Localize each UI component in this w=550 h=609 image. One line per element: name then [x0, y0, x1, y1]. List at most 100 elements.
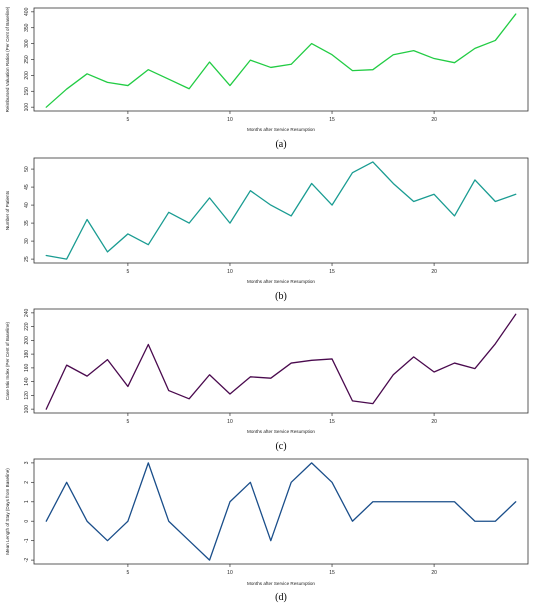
- panel-label-2: (b): [275, 291, 287, 302]
- data-point-3: [148, 344, 149, 345]
- data-point-4: [495, 521, 496, 522]
- data-point-1: [148, 69, 149, 70]
- series-line-3: [45, 313, 517, 410]
- data-point-1: [393, 54, 394, 55]
- data-point-4: [86, 521, 87, 522]
- data-point-4: [433, 501, 434, 502]
- data-point-2: [270, 204, 271, 205]
- data-point-1: [352, 70, 353, 71]
- data-point-4: [291, 482, 292, 483]
- data-point-2: [495, 201, 496, 202]
- data-point-3: [291, 362, 292, 363]
- data-point-4: [250, 482, 251, 483]
- y-tick-label-1: 350: [24, 23, 30, 32]
- x-tick-label-2: 20: [431, 269, 437, 275]
- y-tick-label-1: 250: [24, 55, 30, 64]
- data-point-4: [66, 482, 67, 483]
- data-point-4: [209, 560, 210, 561]
- x-tick-label-2: 15: [329, 269, 335, 275]
- data-point-2: [331, 204, 332, 205]
- y-tick-label-2: 25: [24, 256, 30, 262]
- data-point-4: [107, 540, 108, 541]
- panel-label-3: (c): [275, 441, 286, 452]
- data-point-4: [454, 501, 455, 502]
- y-tick-label-1: 400: [24, 7, 30, 16]
- data-point-4: [331, 482, 332, 483]
- data-point-1: [127, 85, 128, 86]
- data-point-3: [433, 371, 434, 372]
- data-point-1: [189, 88, 190, 89]
- data-point-3: [127, 386, 128, 387]
- data-point-2: [515, 194, 516, 195]
- data-point-3: [495, 343, 496, 344]
- y-tick-label-3: 140: [24, 377, 30, 386]
- data-point-4: [352, 521, 353, 522]
- y-tick-label-4: 1: [24, 500, 30, 503]
- data-point-4: [474, 521, 475, 522]
- data-point-4: [393, 501, 394, 502]
- data-point-3: [168, 390, 169, 391]
- panel-label-4: (d): [275, 592, 287, 603]
- x-tick-label-4: 15: [329, 570, 335, 576]
- x-tick-label-4: 10: [227, 570, 233, 576]
- x-tick-label-3: 20: [431, 419, 437, 425]
- data-point-1: [515, 13, 516, 14]
- data-point-2: [433, 194, 434, 195]
- data-point-4: [515, 501, 516, 502]
- data-point-2: [352, 172, 353, 173]
- y-tick-label-4: 3: [24, 461, 30, 464]
- x-tick-label-3: 15: [329, 419, 335, 425]
- x-tick-label-3: 5: [127, 419, 130, 425]
- data-point-1: [413, 50, 414, 51]
- data-point-2: [209, 197, 210, 198]
- data-point-1: [46, 107, 47, 108]
- plot-frame-3: [33, 308, 529, 414]
- data-point-3: [331, 358, 332, 359]
- data-point-3: [250, 376, 251, 377]
- y-tick-label-4: 2: [24, 481, 30, 484]
- series-line-1: [45, 13, 517, 108]
- data-point-3: [189, 398, 190, 399]
- panel-label-1: (a): [275, 139, 286, 150]
- plot-frame-1: [33, 7, 529, 112]
- series-line-2: [45, 161, 517, 260]
- data-point-3: [352, 400, 353, 401]
- data-point-1: [86, 73, 87, 74]
- data-point-3: [393, 374, 394, 375]
- y-tick-label-3: 120: [24, 391, 30, 400]
- data-point-3: [311, 360, 312, 361]
- data-point-2: [372, 161, 373, 162]
- data-point-4: [189, 540, 190, 541]
- data-point-4: [270, 540, 271, 541]
- x-axis-label-4: Months after Service Resumption: [247, 581, 315, 586]
- data-point-3: [454, 362, 455, 363]
- data-point-4: [168, 521, 169, 522]
- data-point-1: [495, 40, 496, 41]
- y-tick-label-2: 30: [24, 238, 30, 244]
- x-axis-label-1: Months after Service Resumption: [247, 127, 315, 132]
- y-tick-label-1: 150: [24, 87, 30, 96]
- data-point-1: [433, 58, 434, 59]
- y-tick-label-3: 100: [24, 405, 30, 414]
- data-point-2: [107, 251, 108, 252]
- data-point-3: [46, 409, 47, 410]
- x-tick-label-2: 5: [127, 269, 130, 275]
- data-point-2: [189, 223, 190, 224]
- data-point-3: [372, 403, 373, 404]
- data-point-1: [168, 79, 169, 80]
- x-tick-label-3: 10: [227, 419, 233, 425]
- y-tick-label-2: 35: [24, 220, 30, 226]
- y-tick-label-4: -2: [24, 558, 30, 563]
- data-point-2: [474, 179, 475, 180]
- y-tick-label-3: 180: [24, 350, 30, 359]
- plot-frame-4: [33, 458, 529, 565]
- y-axis-label-1: Reimbursed Valuation Ratios (Per Cent of…: [5, 6, 10, 112]
- y-tick-label-4: 0: [24, 520, 30, 523]
- y-tick-label-1: 200: [24, 71, 30, 80]
- data-point-1: [209, 61, 210, 62]
- data-point-1: [270, 67, 271, 68]
- x-tick-label-1: 5: [127, 117, 130, 123]
- data-point-4: [311, 462, 312, 463]
- data-point-3: [66, 365, 67, 366]
